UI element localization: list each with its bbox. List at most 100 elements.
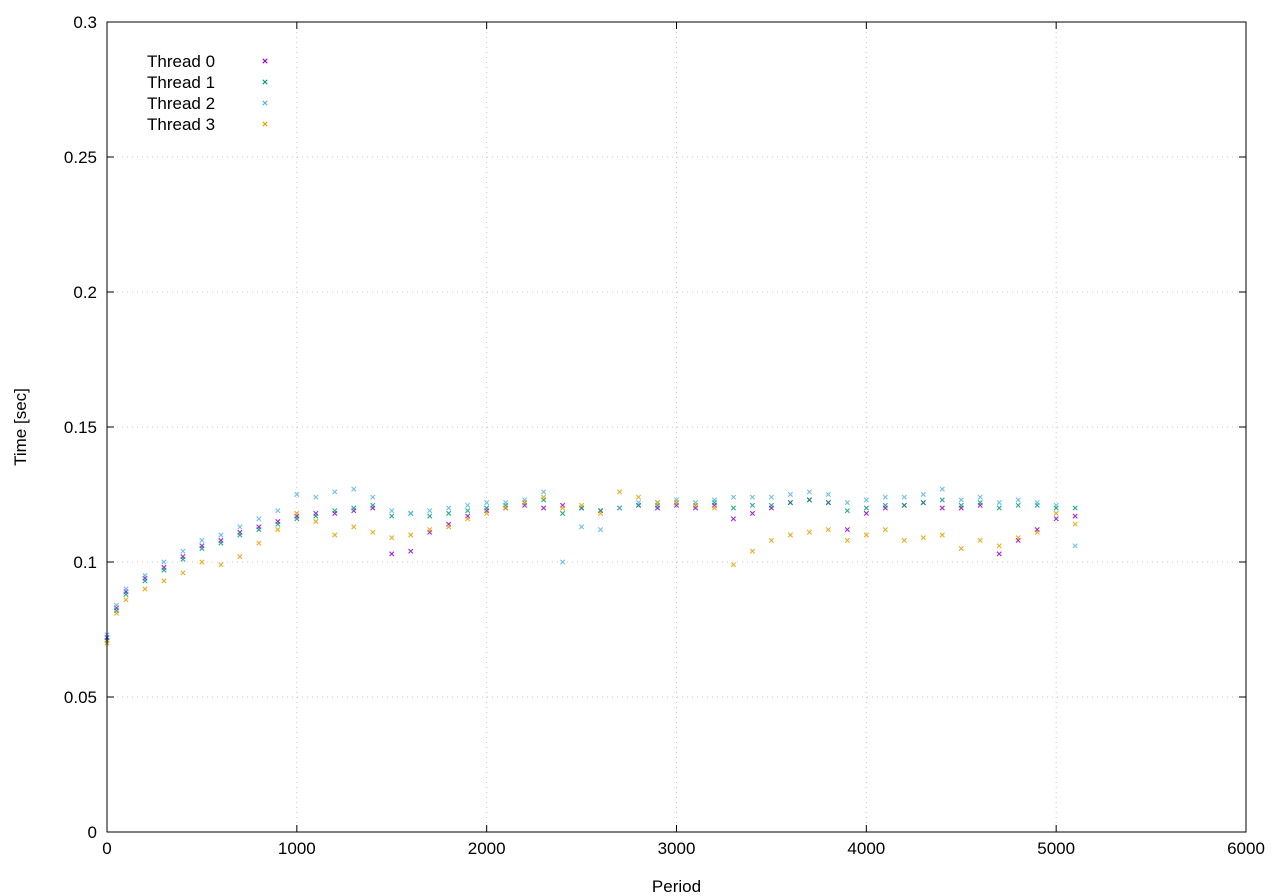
data-point bbox=[901, 537, 907, 543]
data-point bbox=[787, 500, 793, 506]
data-point bbox=[484, 510, 490, 516]
data-point bbox=[161, 559, 167, 565]
data-point bbox=[484, 500, 490, 506]
data-point bbox=[939, 486, 945, 492]
data-point bbox=[313, 513, 319, 519]
x-axis-label: Period bbox=[652, 877, 701, 896]
data-point bbox=[1034, 529, 1040, 535]
data-point bbox=[597, 510, 604, 516]
data-point bbox=[844, 527, 850, 533]
data-point bbox=[199, 545, 205, 552]
data-point bbox=[389, 551, 395, 557]
data-point bbox=[920, 500, 926, 506]
data-point bbox=[541, 505, 547, 511]
data-point bbox=[446, 510, 452, 516]
data-point bbox=[863, 510, 869, 516]
series-0 bbox=[104, 497, 1078, 641]
data-point bbox=[578, 502, 585, 508]
data-point bbox=[484, 505, 490, 511]
data-point bbox=[844, 537, 850, 543]
data-point bbox=[939, 505, 945, 511]
series-1 bbox=[104, 497, 1078, 643]
data-point bbox=[901, 494, 907, 500]
data-point bbox=[237, 524, 243, 530]
data-point bbox=[882, 527, 888, 533]
data-point bbox=[768, 502, 775, 508]
data-point bbox=[560, 510, 566, 516]
data-point bbox=[1072, 543, 1078, 549]
data-point bbox=[578, 524, 585, 530]
y-tick-label: 0.2 bbox=[73, 283, 97, 302]
data-point bbox=[313, 518, 319, 525]
data-point bbox=[522, 500, 528, 506]
data-point bbox=[1072, 521, 1078, 527]
data-point bbox=[711, 497, 718, 503]
data-point bbox=[1053, 516, 1059, 522]
data-point bbox=[294, 516, 300, 522]
data-point bbox=[503, 505, 509, 511]
data-point bbox=[199, 559, 205, 565]
data-point bbox=[465, 508, 471, 514]
data-point bbox=[996, 543, 1002, 549]
data-point bbox=[560, 559, 566, 565]
legend-marker bbox=[262, 121, 268, 127]
data-point bbox=[882, 502, 888, 508]
data-point bbox=[977, 500, 983, 506]
data-point bbox=[730, 562, 737, 568]
data-point bbox=[787, 532, 793, 538]
data-point bbox=[113, 602, 120, 608]
data-point bbox=[654, 500, 661, 506]
axis-ticks bbox=[106, 21, 1247, 833]
data-point bbox=[996, 500, 1002, 506]
legend-marker bbox=[262, 58, 268, 64]
legend-marker bbox=[262, 100, 268, 106]
data-point bbox=[427, 513, 433, 519]
y-tick-label: 0.25 bbox=[64, 148, 97, 167]
x-tick-label: 5000 bbox=[1037, 839, 1075, 858]
data-point bbox=[1015, 535, 1021, 541]
data-point bbox=[597, 527, 604, 533]
data-point bbox=[673, 500, 680, 506]
data-point bbox=[427, 508, 433, 514]
data-point bbox=[882, 494, 888, 500]
data-point bbox=[920, 491, 926, 498]
data-point bbox=[256, 527, 262, 533]
data-point bbox=[237, 532, 243, 538]
x-tick-label: 4000 bbox=[847, 839, 885, 858]
data-point bbox=[958, 502, 964, 508]
data-point bbox=[123, 586, 129, 592]
data-point bbox=[692, 502, 699, 508]
data-point bbox=[749, 502, 756, 508]
data-point bbox=[408, 532, 414, 538]
legend-label: Thread 2 bbox=[147, 94, 215, 113]
legend: Thread 0 Thread 1 Thread 2 Thread 3 bbox=[147, 52, 268, 134]
data-point bbox=[465, 502, 471, 508]
data-point bbox=[446, 524, 452, 530]
data-point bbox=[787, 491, 793, 498]
plot-area bbox=[104, 486, 1078, 646]
legend-label: Thread 1 bbox=[147, 73, 215, 92]
data-point bbox=[977, 537, 983, 543]
data-point bbox=[749, 510, 756, 516]
data-point bbox=[503, 500, 509, 506]
data-point bbox=[560, 505, 566, 511]
grid bbox=[107, 22, 1246, 832]
data-point bbox=[939, 532, 945, 538]
data-point bbox=[863, 497, 869, 503]
data-point bbox=[730, 505, 737, 511]
y-tick-label: 0.1 bbox=[73, 553, 97, 572]
data-point bbox=[749, 548, 756, 554]
data-point bbox=[180, 548, 186, 554]
data-point bbox=[161, 578, 167, 584]
data-point bbox=[389, 513, 395, 519]
data-point bbox=[825, 527, 831, 533]
data-point bbox=[180, 570, 186, 576]
data-point bbox=[806, 489, 812, 495]
data-point bbox=[1053, 502, 1059, 508]
data-point bbox=[370, 529, 376, 535]
data-point bbox=[389, 508, 395, 514]
data-point bbox=[1072, 505, 1078, 511]
data-point bbox=[408, 510, 414, 516]
legend-label: Thread 3 bbox=[147, 115, 215, 134]
